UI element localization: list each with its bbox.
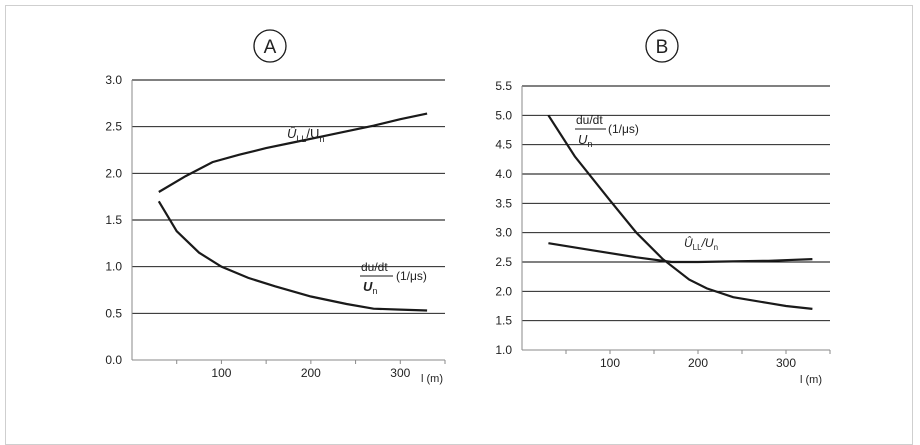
panel-a-y-tick-label: 0.0 [105, 353, 122, 367]
panel-b-grid [522, 85, 830, 322]
panel-a-y-tick-label: 0.5 [105, 306, 122, 320]
panel-a-series-dudt-line [157, 200, 428, 312]
panel-a-dudt-label: du/dt Un (1/μs) [360, 260, 427, 296]
figure-canvas: A 0.00.51.01.52.02.53.0 100 200 300 l (m) … [105, 29, 831, 386]
panel-b-y-ticks: 1.0 1.5 2.0 2.5 3.0 3.5 4.0 4.5 5.0 5.5 [495, 79, 512, 357]
panel-b-axes [521, 86, 830, 351]
panel-a-y-tick-label: 2.0 [105, 166, 122, 180]
panel-b-y-tick-label: 5.5 [495, 79, 512, 93]
panel-a-series-peak-voltage-line [158, 112, 428, 193]
panel-a-y-tick-label: 1.0 [105, 260, 122, 274]
panel-b-x-tick-label: 100 [600, 356, 620, 370]
panel-a-x-tick-label: 300 [390, 366, 410, 380]
panel-b-badge [645, 29, 679, 63]
panel-a: A 0.00.51.01.52.02.53.0 100 200 300 l (m) … [105, 29, 446, 385]
panel-b-x-tick-label: 300 [776, 356, 796, 370]
panel-b-y-tick-label: 4.5 [495, 138, 512, 152]
panel-b-dudt-label: du/dt Un (1/μs) [575, 113, 639, 149]
panel-a-grid [132, 79, 445, 314]
panel-a-badge [253, 29, 287, 63]
panel-a-dudt-denominator: Un [363, 279, 377, 296]
panel-a-x-axis-label: l (m) [421, 373, 443, 385]
panel-b-y-tick-label: 1.5 [495, 314, 512, 328]
panel-a-peak-voltage-label: ÛLL/Un [287, 126, 324, 144]
panel-b-dudt-denominator: Un [578, 132, 592, 149]
panel-a-x-tick-label: 200 [301, 366, 321, 380]
panel-a-x-tick-label: 100 [211, 366, 231, 380]
panel-b-dudt-unit: (1/μs) [608, 122, 639, 136]
panel-b-x-ticks: 100 200 300 [565, 350, 831, 370]
panel-a-y-tick-label: 1.5 [105, 213, 122, 227]
panel-a-x-ticks: 100 200 300 [176, 360, 446, 380]
panel-a-y-ticks: 0.0 0.5 1.0 1.5 2.0 2.5 3.0 [105, 73, 122, 367]
panel-a-dudt-unit: (1/μs) [396, 269, 427, 283]
panel-b-x-tick-label: 200 [688, 356, 708, 370]
panel-b-y-tick-label: 4.0 [495, 167, 512, 181]
panel-b-series-dudt-line [547, 114, 813, 310]
panel-b-y-tick-label: 5.0 [495, 108, 512, 122]
panel-b-y-tick-label: 3.5 [495, 196, 512, 210]
panel-b-y-tick-label: 3.0 [495, 226, 512, 240]
panel-a-label: A [264, 37, 277, 58]
panel-b: B 1.0 1.5 2.0 2.5 3.0 3.5 4.0 4.5 5.0 5.5 100 200 3… [495, 29, 831, 386]
panel-b-y-tick-label: 1.0 [495, 343, 512, 357]
panel-b-peak-voltage-label: ÛLL/Un [684, 235, 718, 252]
panel-b-y-tick-label: 2.0 [495, 284, 512, 298]
panel-a-y-tick-label: 3.0 [105, 73, 122, 87]
panel-a-axes [131, 80, 445, 361]
panel-b-label: B [656, 37, 669, 58]
panel-b-dudt-numerator: du/dt [576, 113, 603, 127]
panel-a-dudt-numerator: du/dt [361, 260, 388, 274]
panel-a-y-tick-label: 2.5 [105, 120, 122, 134]
panel-b-x-axis-label: l (m) [800, 374, 822, 386]
panel-b-y-tick-label: 2.5 [495, 255, 512, 269]
panel-b-series-peak-voltage-line [548, 242, 813, 264]
